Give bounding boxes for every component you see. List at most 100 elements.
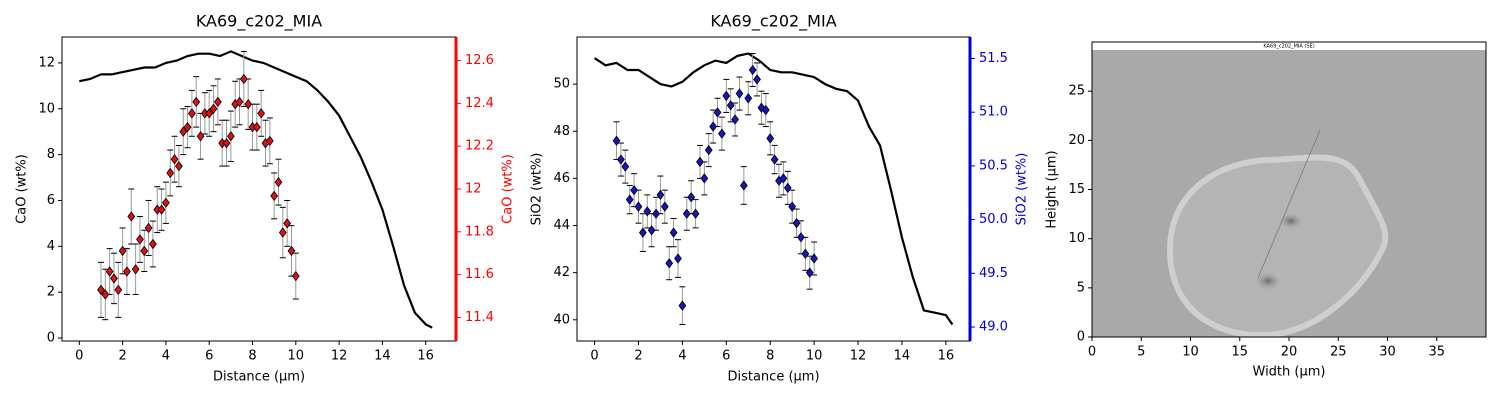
x-tick-label: 30 (1379, 345, 1396, 360)
data-point (726, 100, 735, 111)
data-point (274, 176, 283, 188)
data-point (621, 161, 630, 172)
y-tick-label: 42 (553, 265, 570, 280)
data-point (669, 227, 678, 238)
data-point (149, 238, 157, 250)
data-point (625, 194, 634, 205)
data-point (235, 96, 244, 108)
data-point (630, 185, 638, 196)
y-tick-label: 25 (1068, 84, 1085, 99)
data-point (136, 234, 144, 245)
x-tick-label: 0 (1088, 345, 1096, 360)
data-point (166, 167, 175, 179)
data-point (105, 266, 114, 277)
chart-title: KA69_c202_MIA (196, 12, 322, 32)
y-tick-label: 48 (553, 124, 570, 139)
data-point (144, 222, 153, 234)
data-point (127, 211, 136, 222)
data-point (779, 173, 788, 184)
x-tick-label: 8 (766, 349, 774, 364)
data-point (656, 189, 665, 201)
y-tick-label: 4 (47, 239, 55, 254)
data-point (792, 218, 801, 229)
profile-line (79, 50, 433, 329)
x-tick-label: 8 (248, 349, 256, 364)
data-point (735, 88, 744, 99)
x-tick-label: 4 (678, 349, 686, 364)
y2-tick-label: 50.0 (979, 212, 1008, 227)
plot-frame (1091, 41, 1487, 338)
x-tick-label: 10 (1182, 345, 1199, 360)
data-point (691, 208, 700, 219)
data-point (647, 225, 656, 236)
data-point (687, 192, 696, 203)
data-point (157, 204, 166, 215)
data-point (278, 227, 287, 238)
y-axis-label: CaO (wt%) (15, 154, 30, 224)
data-point (665, 258, 674, 269)
x-tick-label: 25 (1330, 345, 1347, 360)
data-point (674, 253, 682, 264)
x-tick-label: 14 (894, 349, 911, 364)
data-point (196, 131, 205, 142)
x-tick-label: 14 (374, 349, 391, 364)
data-point (170, 154, 179, 165)
data-point (770, 154, 779, 165)
y2-tick-label: 11.6 (465, 267, 494, 282)
x-tick-label: 10 (288, 349, 305, 364)
y-tick-label: 10 (1068, 231, 1085, 246)
sem-image (1092, 42, 1486, 337)
data-point (265, 135, 274, 147)
data-point (222, 137, 231, 149)
y2-tick-label: 11.8 (465, 224, 494, 239)
data-point (766, 133, 775, 144)
dark-spot (1255, 272, 1281, 290)
data-point (810, 253, 818, 264)
data-point (140, 245, 149, 257)
data-point (287, 245, 296, 257)
image-title: KA69_c202_MIA (SE) (1263, 44, 1314, 50)
data-point (175, 160, 183, 172)
data-point (617, 154, 625, 165)
y-tick-label: 8 (47, 147, 55, 162)
data-point (188, 108, 196, 119)
data-point (643, 206, 652, 217)
y-tick-label: 20 (1068, 133, 1085, 148)
data-point (283, 218, 292, 229)
data-point (97, 284, 105, 296)
data-point (718, 128, 726, 139)
y2-tick-label: 12.2 (465, 139, 494, 154)
data-point (118, 245, 127, 257)
y2-axis-label: CaO (wt%) (501, 154, 516, 224)
data-point (652, 208, 660, 219)
y-tick-label: 0 (47, 331, 55, 346)
data-point (739, 180, 748, 191)
data-point (123, 266, 131, 277)
data-point (291, 270, 300, 282)
x-tick-label: 6 (722, 349, 730, 364)
x-tick-label: 15 (1231, 345, 1248, 360)
data-point (713, 107, 722, 118)
x-tick-label: 12 (850, 349, 867, 364)
data-point (797, 232, 805, 243)
y-tick-label: 10 (38, 101, 55, 116)
y-tick-label: 44 (553, 218, 570, 233)
y-tick-label: 12 (38, 55, 55, 70)
data-point (753, 74, 761, 85)
y2-tick-label: 51.5 (979, 51, 1008, 66)
chart-title: KA69_c202_MIA (710, 12, 836, 32)
x-axis-label: Width (µm) (1253, 365, 1326, 380)
data-point (748, 64, 757, 76)
data-point (805, 267, 814, 278)
y2-tick-label: 49.5 (979, 266, 1008, 281)
y-tick-label: 40 (553, 312, 570, 327)
y2-tick-label: 50.5 (979, 158, 1008, 173)
data-point (722, 90, 731, 102)
data-point (192, 96, 201, 108)
data-point (213, 96, 222, 108)
y-tick-label: 2 (47, 285, 55, 300)
data-point (239, 73, 248, 85)
data-point (709, 121, 717, 132)
x-axis-label: Distance (µm) (213, 370, 305, 385)
profile-line (593, 52, 954, 326)
